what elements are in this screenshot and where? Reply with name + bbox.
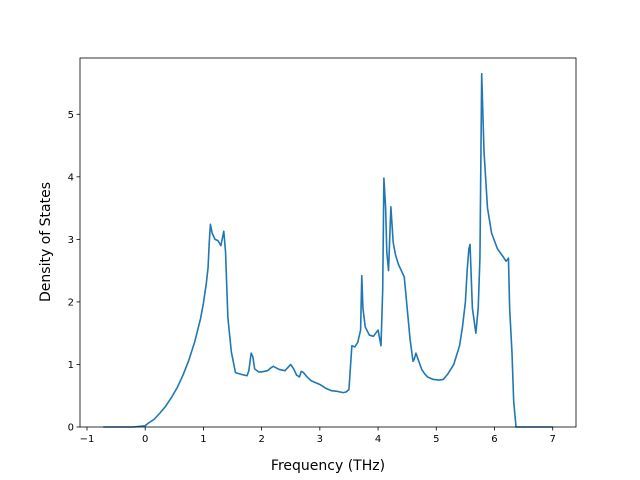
y-tick-label: 0: [68, 423, 74, 434]
x-tick-label: 6: [491, 434, 497, 445]
y-tick-label: 2: [68, 297, 74, 308]
x-tick-label: 1: [200, 434, 206, 445]
y-axis-ticks: 0 1 2 3 4 5: [68, 110, 80, 434]
plot-area: [80, 58, 576, 427]
x-tick-label: 7: [550, 434, 556, 445]
y-axis-title: Density of States: [38, 182, 54, 302]
x-axis-title: Frequency (THz): [271, 458, 385, 474]
x-axis-ticks: −1 0 1 2 3 4 5 6 7: [80, 427, 556, 445]
x-tick-label: 4: [375, 434, 381, 445]
plot-frame: [79, 57, 577, 428]
x-tick-label: 3: [317, 434, 323, 445]
dos-series-line: [103, 72, 553, 428]
y-tick-label: 1: [68, 360, 74, 371]
y-tick-label: 4: [68, 172, 74, 183]
y-tick-label: 5: [68, 110, 74, 121]
x-tick-label: 5: [433, 434, 439, 445]
x-tick-label: −1: [80, 434, 95, 445]
x-tick-label: 2: [258, 434, 264, 445]
y-tick-label: 3: [68, 235, 74, 246]
x-tick-label: 0: [142, 434, 148, 445]
